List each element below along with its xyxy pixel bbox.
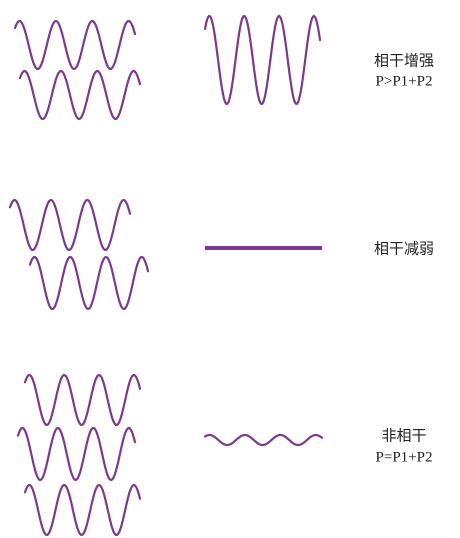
wave — [25, 485, 140, 535]
row-label: 相干减弱 — [374, 240, 434, 257]
wave — [10, 200, 130, 250]
wave — [205, 435, 322, 445]
row-formula: P=P1+P2 — [376, 449, 433, 465]
wave — [25, 375, 140, 425]
interference-diagram: 相干增强 P>P1+P2 相干减弱 非相干 P=P1+P2 — [0, 0, 460, 538]
row-label: 相干增强 — [374, 52, 434, 69]
wave — [30, 257, 148, 309]
wave — [205, 16, 320, 104]
wave — [20, 71, 140, 119]
wave — [18, 428, 135, 480]
wave — [15, 21, 135, 69]
row-label: 非相干 — [381, 427, 426, 444]
row-formula: P>P1+P2 — [376, 73, 433, 89]
waves — [10, 16, 322, 535]
